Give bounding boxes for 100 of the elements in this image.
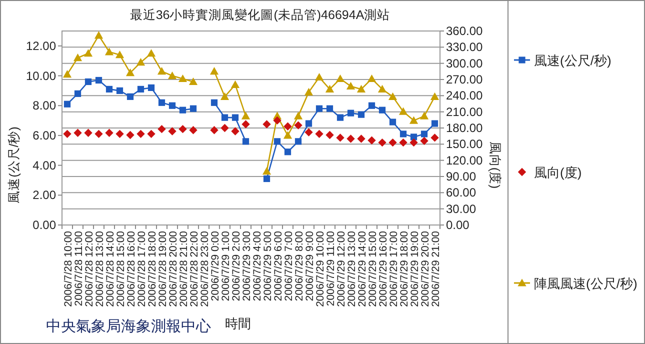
point — [106, 86, 113, 92]
point — [147, 130, 156, 138]
x-tick-label: 2006/7/29 0:00 — [209, 230, 222, 302]
y2-tick-label: 330.00 — [446, 40, 484, 54]
point — [263, 175, 270, 182]
x-tick-label: 2006/7/29 21:00 — [430, 230, 442, 307]
point — [210, 66, 219, 75]
point — [420, 136, 428, 146]
x-tick-label: 2006/7/29 15:00 — [366, 230, 379, 307]
point — [336, 74, 345, 82]
x-tick-label: 2006/7/29 9:00 — [304, 230, 316, 302]
point — [336, 114, 344, 121]
point — [136, 58, 146, 66]
point — [84, 128, 92, 137]
x-tick-label: 2006/7/28 19:00 — [156, 230, 169, 307]
point — [210, 99, 218, 106]
point — [409, 116, 418, 124]
y2-tick-label: 270.00 — [446, 72, 484, 86]
point — [242, 138, 250, 145]
y2-tick-label: 150.00 — [446, 137, 484, 152]
point — [74, 128, 82, 137]
point — [64, 100, 71, 108]
x-tick-label: 2006/7/28 10:00 — [62, 230, 74, 307]
point — [388, 92, 398, 100]
point — [137, 86, 144, 92]
point — [84, 78, 92, 86]
point — [430, 92, 440, 100]
x-tick-label: 2006/7/28 20:00 — [167, 230, 180, 307]
point — [126, 68, 135, 76]
point — [221, 114, 228, 121]
x-tick-label: 2006/7/29 8:00 — [293, 230, 306, 302]
point — [346, 82, 356, 90]
point — [231, 127, 240, 136]
point — [378, 138, 386, 147]
x-tick-label: 2006/7/29 11:00 — [324, 230, 337, 306]
y-tick-label: 0.00 — [32, 218, 56, 232]
x-tick-label: 2006/7/29 16:00 — [377, 230, 390, 307]
point — [220, 92, 230, 100]
point — [336, 134, 344, 142]
x-tick-label: 2006/7/28 17:00 — [136, 230, 148, 307]
point — [326, 130, 334, 140]
y2-tick-label: 60.00 — [446, 186, 476, 200]
legend-label: 陣風風速(公尺/秒) — [534, 276, 638, 291]
x-tick-label: 2006/7/28 22:00 — [188, 230, 200, 307]
point — [105, 128, 114, 137]
point — [115, 50, 124, 58]
x-tick-label: 2006/7/28 23:00 — [198, 230, 211, 307]
x-tick-label: 2006/7/29 7:00 — [282, 230, 295, 302]
point — [304, 88, 314, 96]
x-tick-label: 2006/7/28 15:00 — [114, 230, 127, 307]
point — [262, 166, 272, 175]
point — [189, 126, 198, 134]
point — [95, 76, 102, 84]
y-tick-label: 8.00 — [32, 98, 56, 113]
x-tick-label: 2006/7/29 18:00 — [398, 230, 410, 307]
point — [399, 138, 408, 147]
text: 中央氣象局海象測報中心 — [46, 318, 211, 335]
x-tick-label: 2006/7/29 1:00 — [220, 230, 232, 302]
y-tick-label: 2.00 — [32, 188, 56, 202]
point — [94, 130, 103, 138]
point — [188, 77, 198, 86]
x-tick-label: 2006/7/29 13:00 — [346, 230, 358, 307]
point — [190, 105, 197, 112]
x-tick-label: 2006/7/29 4:00 — [251, 230, 264, 302]
y-tick-label: 6.00 — [32, 128, 56, 142]
point — [273, 116, 282, 125]
point — [230, 80, 240, 88]
point — [242, 120, 250, 128]
point — [305, 120, 312, 127]
x-tick-label: 2006/7/28 14:00 — [104, 230, 116, 307]
point — [420, 130, 428, 138]
y2-tick-label: 210.00 — [446, 104, 484, 119]
point — [179, 106, 186, 114]
point — [241, 112, 250, 120]
point — [430, 134, 439, 142]
point — [220, 124, 229, 132]
point — [284, 122, 292, 130]
y2-tick-label: 30.00 — [446, 202, 476, 216]
point — [126, 93, 134, 100]
point — [168, 102, 176, 109]
chart-title: 最近36小時實測風變化圖(未品管)46694A測站 — [130, 8, 390, 22]
y2-tick-label: 180.00 — [446, 121, 484, 135]
point — [304, 128, 313, 136]
point — [378, 84, 387, 92]
point — [431, 120, 438, 127]
point — [356, 84, 366, 92]
point — [400, 130, 407, 138]
y2-tick-label: 0.00 — [446, 218, 470, 232]
y-tick-label: 10.00 — [26, 68, 56, 83]
point — [283, 131, 292, 139]
x-tick-label: 2006/7/29 12:00 — [335, 230, 348, 307]
point — [232, 114, 239, 121]
x-tick-label: 2006/7/29 6:00 — [272, 230, 284, 302]
point — [357, 134, 366, 143]
x-tick-label: 2006/7/28 18:00 — [146, 230, 158, 307]
point — [294, 112, 303, 120]
y2-tick-label: 300.00 — [446, 56, 484, 70]
point — [315, 130, 324, 138]
point — [314, 72, 324, 81]
x-tick-label: 2006/7/29 2:00 — [230, 230, 242, 302]
